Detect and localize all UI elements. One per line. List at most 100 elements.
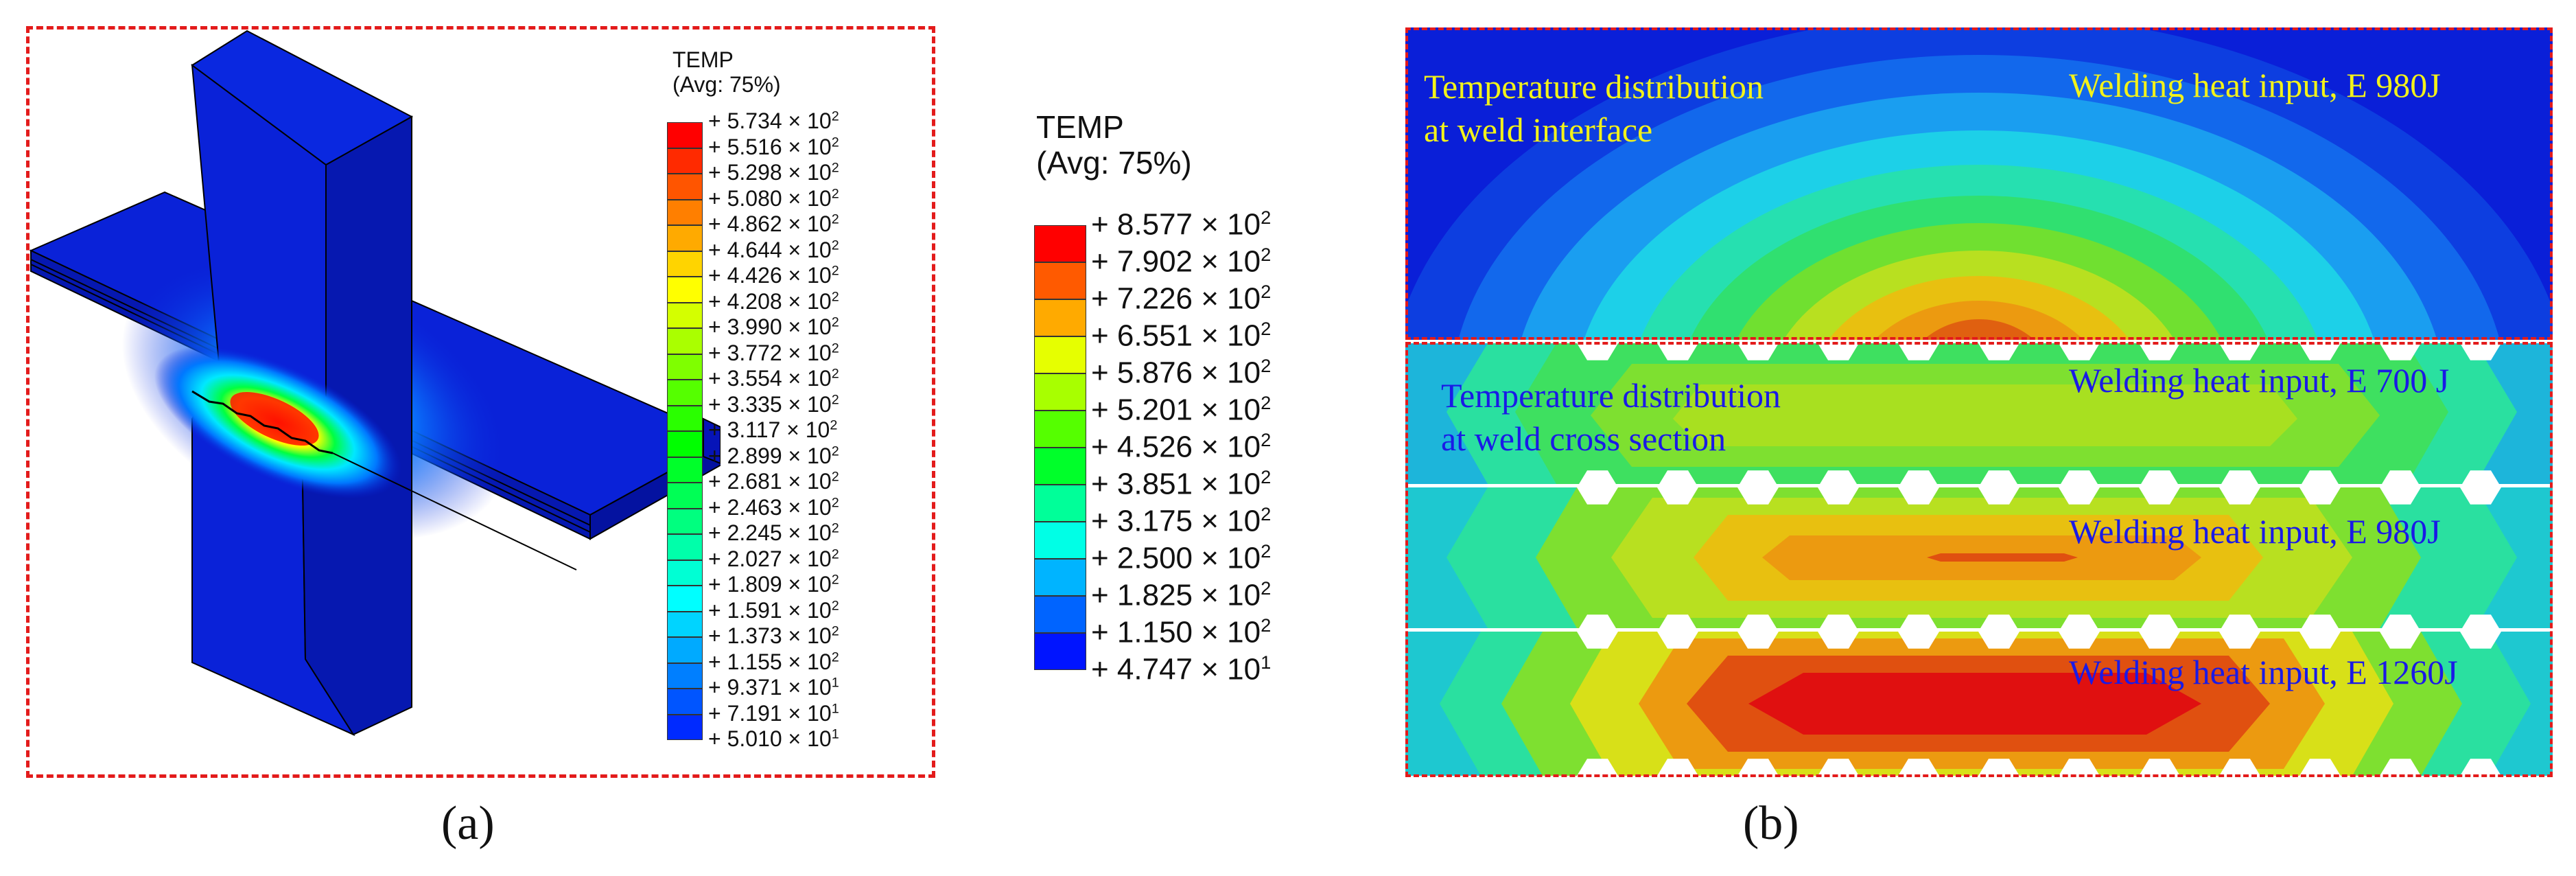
legend-mid-tick-label: + 5.201 × 102 [1091, 392, 1271, 428]
legend-a-exponent: 1 [831, 726, 839, 742]
legend-a-value: + 4.208 × 10 [708, 288, 832, 314]
weld-nugget-gap [2219, 759, 2260, 776]
legend-a-swatch [667, 483, 703, 509]
weld-nugget-gap [1898, 343, 1939, 360]
panel-a-label: (a) [441, 797, 495, 850]
weld-nugget-gap [2299, 759, 2341, 776]
legend-a-value: + 3.772 × 10 [708, 340, 832, 365]
legend-mid-tick-label: + 7.902 × 102 [1091, 244, 1271, 279]
strip3-heat-input: Welding heat input, E 1260J [2069, 653, 2458, 691]
legend-a-swatch [667, 277, 703, 303]
legend-a-swatch [667, 611, 703, 637]
legend-a-exponent: 2 [831, 211, 839, 227]
legend-a-exponent: 2 [831, 186, 839, 201]
legend-a-value: + 9.371 × 10 [708, 675, 832, 700]
legend-a-swatch [667, 637, 703, 663]
legend-a-value: + 2.899 × 10 [708, 443, 832, 468]
legend-a-exponent: 2 [831, 623, 839, 639]
legend-a-tick-label: + 7.191 × 101 [708, 701, 839, 726]
legend-mid-tick-label: + 4.747 × 101 [1091, 652, 1271, 687]
legend-mid-exponent: 2 [1261, 391, 1272, 413]
legend-a-title-line1: TEMP [672, 47, 734, 72]
legend-a-value: + 3.117 × 10 [708, 417, 830, 443]
legend-a-tick-label: + 3.117 × 102 [708, 417, 837, 443]
legend-a-tick-label: + 2.027 × 102 [708, 546, 839, 572]
weld-nugget-gap [1657, 343, 1698, 360]
legend-mid-value: + 3.851 × 10 [1091, 467, 1261, 501]
panel-a-legend-title: TEMP (Avg: 75%) [672, 47, 781, 97]
legend-mid-value: + 1.150 × 10 [1091, 615, 1261, 649]
legend-a-exponent: 2 [831, 160, 839, 176]
cross-title-line1: Temperature distribution [1441, 376, 1781, 415]
legend-mid-exponent: 2 [1261, 243, 1272, 265]
legend-mid-exponent: 2 [1261, 540, 1272, 562]
weld-nugget-gap [2380, 759, 2421, 776]
legend-a-exponent: 2 [831, 314, 839, 330]
legend-a-value: + 5.516 × 10 [708, 134, 832, 159]
legend-a-exponent: 2 [831, 263, 839, 279]
panel-b-cross-frame [1405, 342, 2553, 777]
legend-mid-value: + 8.577 × 10 [1091, 207, 1261, 242]
legend-mid-swatch [1034, 448, 1086, 485]
weld-nugget-gap [1818, 759, 1859, 776]
legend-a-title-line2: (Avg: 75%) [672, 71, 781, 97]
panel-a-3d-model [29, 30, 721, 737]
legend-a-tick-label: + 1.591 × 102 [708, 598, 839, 623]
legend-a-swatch [667, 431, 703, 457]
legend-mid-value: + 6.551 × 10 [1091, 319, 1261, 353]
middle-legend-title: TEMP (Avg: 75%) [1036, 109, 1192, 181]
legend-a-exponent: 1 [831, 701, 839, 716]
legend-a-exponent: 1 [831, 675, 839, 691]
legend-a-swatch [667, 662, 703, 689]
legend-mid-exponent: 1 [1261, 651, 1272, 673]
legend-a-tick-label: + 5.516 × 102 [708, 135, 839, 160]
weld-interface-contour [1405, 27, 2553, 340]
legend-a-value: + 4.862 × 10 [708, 211, 832, 237]
legend-mid-tick-label: + 8.577 × 102 [1091, 207, 1271, 242]
legend-mid-swatch [1034, 522, 1086, 559]
legend-mid-value: + 4.747 × 10 [1091, 652, 1261, 687]
legend-mid-exponent: 2 [1261, 317, 1272, 339]
legend-a-swatch [667, 302, 703, 328]
legend-a-tick-label: + 5.734 × 102 [708, 108, 839, 134]
legend-mid-exponent: 2 [1261, 577, 1272, 599]
legend-mid-exponent: 2 [1261, 465, 1272, 487]
legend-a-swatch [667, 405, 703, 431]
legend-mid-swatch [1034, 596, 1086, 633]
weld-nugget-gap [1737, 759, 1779, 776]
legend-a-swatch [667, 148, 703, 174]
weld-nugget-gap [1577, 759, 1618, 776]
legend-a-value: + 5.080 × 10 [708, 185, 832, 211]
legend-a-value: + 3.990 × 10 [708, 314, 832, 340]
legend-a-exponent: 2 [831, 520, 839, 536]
weld-nugget-gap [1898, 759, 1939, 776]
weld-nugget-gap [1577, 343, 1618, 360]
legend-a-exponent: 2 [831, 135, 839, 150]
legend-mid-swatch [1034, 633, 1086, 670]
legend-a-tick-label: + 4.862 × 102 [708, 211, 839, 237]
legend-a-swatch [667, 122, 703, 148]
legend-mid-value: + 1.825 × 10 [1091, 578, 1261, 612]
legend-a-value: + 2.463 × 10 [708, 494, 832, 520]
cross-title-line2: at weld cross section [1441, 419, 1726, 458]
weld-nugget-gap [2460, 343, 2501, 360]
legend-a-tick-label: + 3.335 × 102 [708, 392, 839, 417]
weld-nugget-gap [1737, 343, 1779, 360]
legend-a-value: + 1.591 × 10 [708, 597, 832, 623]
legend-a-exponent: 2 [831, 341, 839, 356]
legend-mid-tick-label: + 1.825 × 102 [1091, 577, 1271, 613]
legend-a-value: + 4.426 × 10 [708, 263, 832, 288]
legend-a-value: + 5.734 × 10 [708, 108, 832, 134]
legend-a-exponent: 2 [831, 649, 839, 665]
legend-a-exponent: 2 [831, 469, 839, 485]
weld-nugget-gap [2219, 343, 2260, 360]
interface-heat-input: Welding heat input, E 980J [2069, 66, 2441, 104]
legend-a-swatch [667, 560, 703, 586]
legend-mid-swatch [1034, 485, 1086, 522]
legend-a-exponent: 2 [831, 392, 839, 407]
legend-a-exponent: 2 [830, 417, 838, 433]
legend-a-tick-label: + 3.554 × 102 [708, 366, 839, 391]
legend-mid-exponent: 2 [1261, 354, 1272, 376]
interface-title-line1: Temperature distribution [1424, 67, 1764, 106]
weld-nugget-gap [2139, 343, 2180, 360]
